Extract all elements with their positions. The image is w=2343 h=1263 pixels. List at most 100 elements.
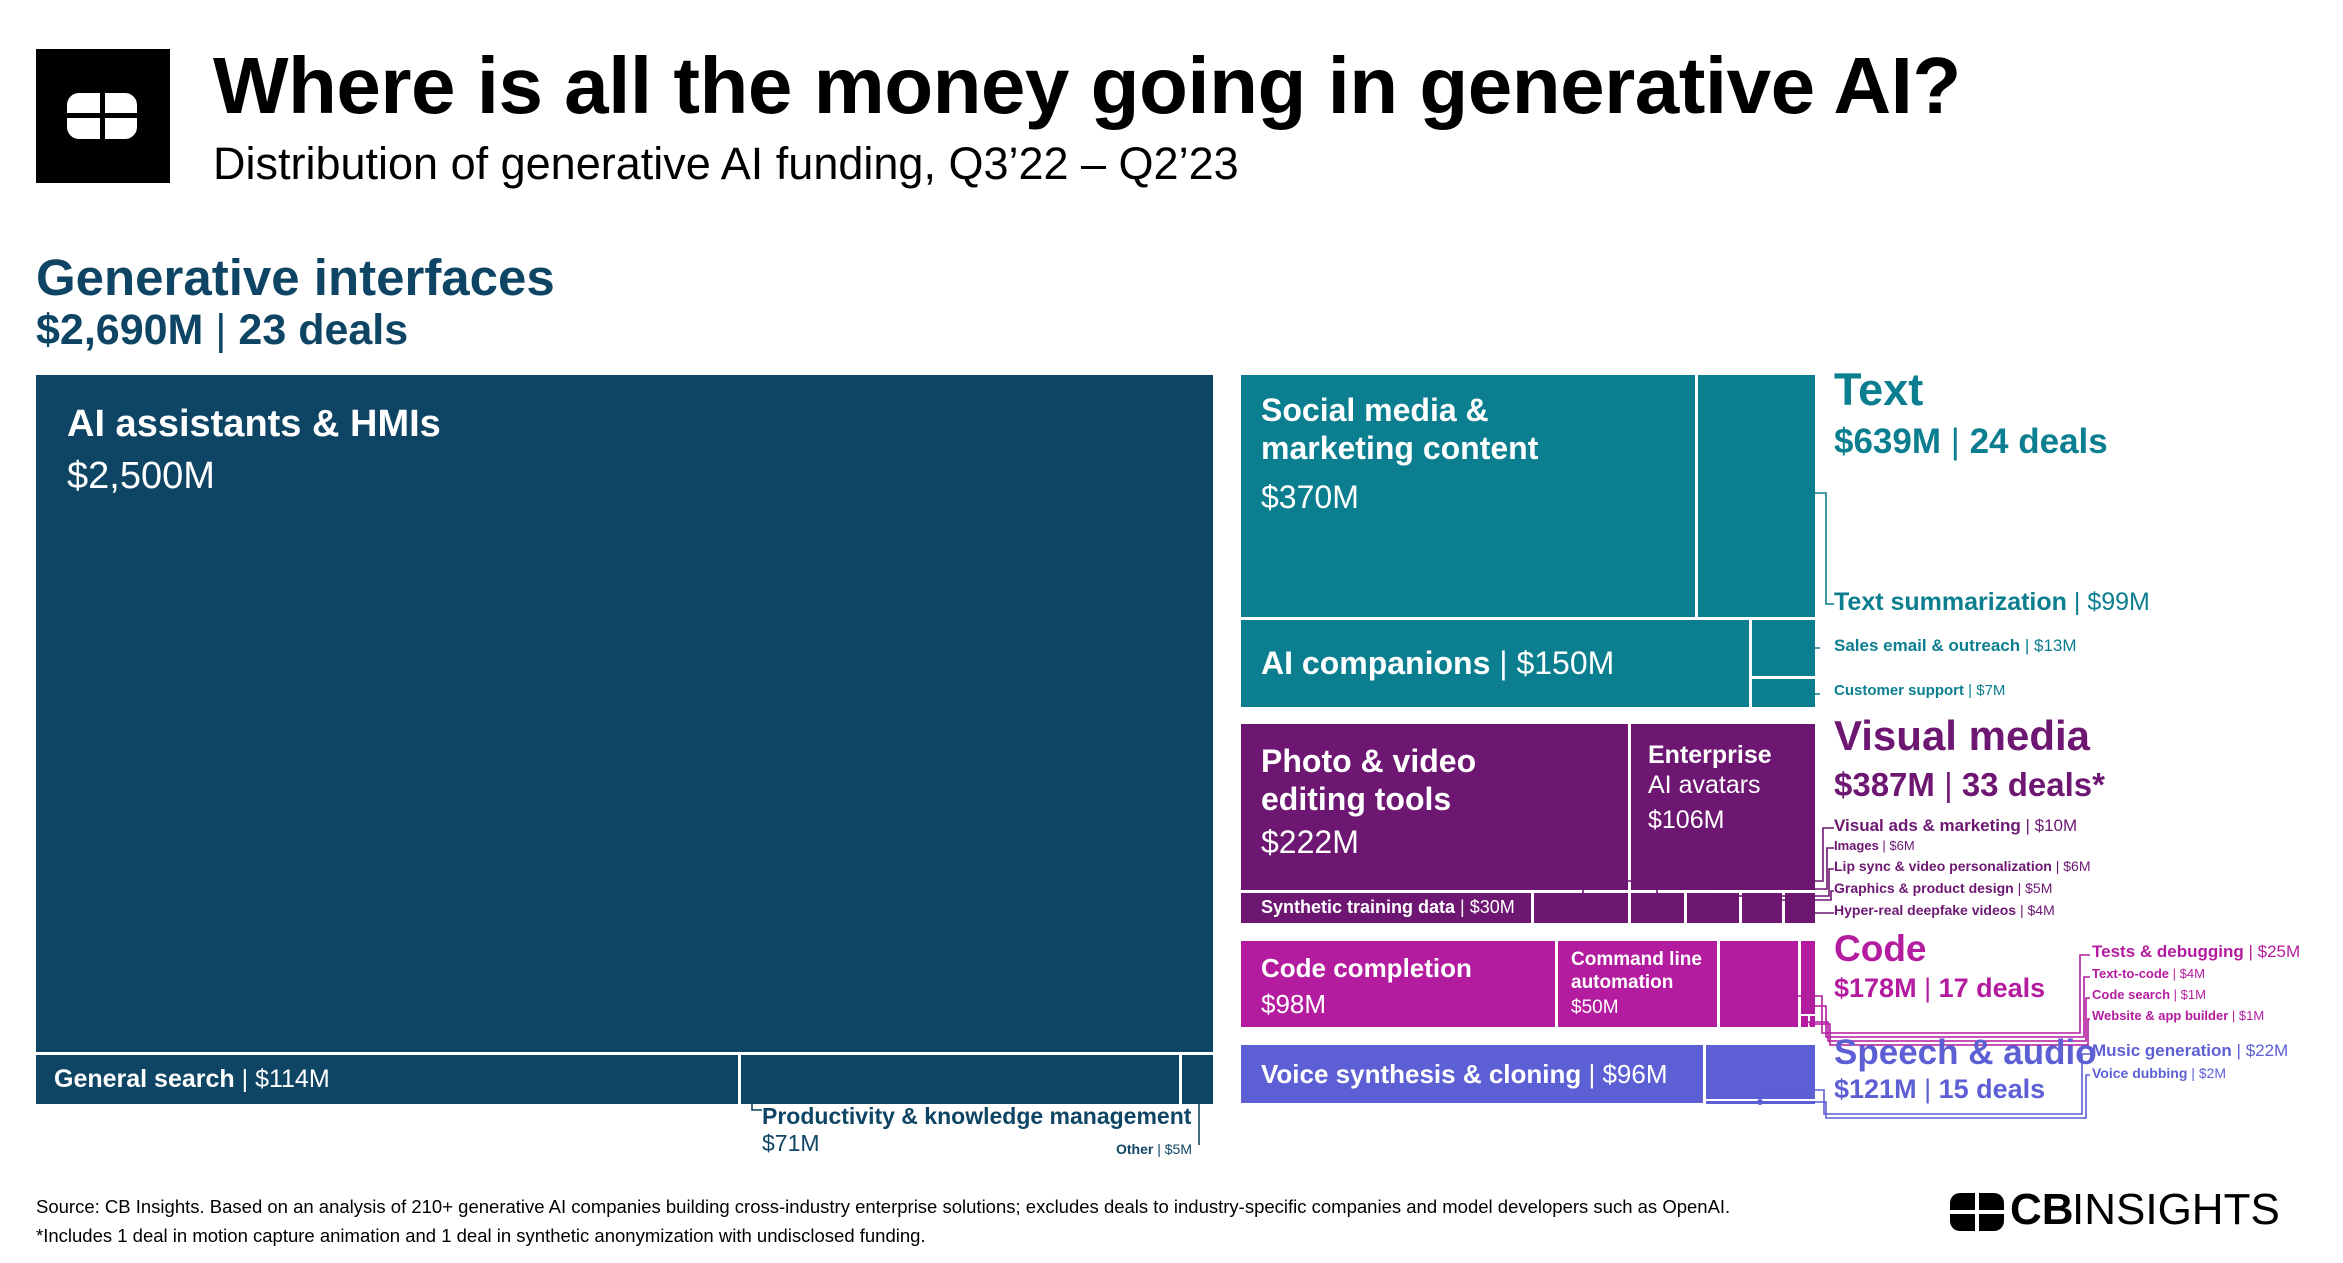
label-value: $4M xyxy=(2027,902,2055,918)
separator: | xyxy=(215,306,239,354)
cell-value: $2,500M xyxy=(67,455,215,497)
label-value: $22M xyxy=(2245,1041,2289,1060)
group-deals: 23 deals xyxy=(238,306,409,354)
label-text: Other xyxy=(1116,1141,1154,1157)
separator: | xyxy=(1878,838,1890,853)
label-value: $6M xyxy=(1889,838,1915,853)
cell-code-completion: Code completion $98M xyxy=(1241,941,1555,1027)
label-text-summarization: Text summarization | $99M xyxy=(1834,588,2150,617)
separator: | xyxy=(2020,816,2035,835)
label-text-to-code: Text-to-code | $4M xyxy=(2092,966,2205,981)
cell-label-line2: marketing content xyxy=(1261,430,1539,467)
cell-social-media: Social media & marketing content $370M xyxy=(1241,375,1695,617)
cell-value: $106M xyxy=(1648,806,1725,834)
label-text: Productivity & knowledge management xyxy=(762,1103,1192,1129)
group-visual-media-name: Visual media xyxy=(1834,712,2091,759)
cell-voice-synthesis: Voice synthesis & cloning | $96M xyxy=(1241,1045,1703,1103)
cell-value: $96M xyxy=(1602,1059,1668,1089)
separator: | xyxy=(1934,766,1962,803)
cell-label-line1: Photo & video xyxy=(1261,743,1477,779)
page-subtitle: Distribution of generative AI funding, Q… xyxy=(213,138,1239,189)
separator: | xyxy=(2020,636,2035,655)
label-text: Voice dubbing xyxy=(2092,1065,2188,1081)
separator: | xyxy=(2169,966,2180,981)
group-speech-audio-stats: $121M | 15 deals xyxy=(1834,1074,2045,1105)
group-deals: 24 deals xyxy=(1969,422,2108,461)
group-code-stats: $178M | 17 deals xyxy=(1834,973,2045,1004)
cb-brand-icon xyxy=(1950,1193,2004,1231)
separator: | xyxy=(1153,1141,1165,1157)
cell-code-search xyxy=(1801,1016,1808,1027)
label-text: Hyper-real deepfake videos xyxy=(1834,902,2017,918)
separator: | xyxy=(1490,645,1517,681)
cell-lip-sync xyxy=(1687,893,1739,923)
separator: | xyxy=(2243,942,2258,961)
separator: | xyxy=(2170,987,2181,1002)
cell-label: Enterprise AI avatars xyxy=(1648,740,1772,800)
separator: | xyxy=(2051,858,2064,874)
cell-tests-debugging xyxy=(1720,941,1798,1027)
label-text: Images xyxy=(1834,838,1879,853)
label-value: $1M xyxy=(2180,987,2206,1002)
group-speech-audio-name: Speech & audio xyxy=(1834,1033,2097,1072)
cell-label-text: Synthetic training data xyxy=(1261,897,1456,917)
brand-bold: CB xyxy=(2010,1185,2074,1234)
cell-label: Synthetic training data | $30M xyxy=(1261,897,1515,919)
cell-ai-companions: AI companions | $150M xyxy=(1241,620,1749,707)
cell-value: $370M xyxy=(1261,479,1359,515)
label-customer-support: Customer support | $7M xyxy=(1834,682,2005,699)
label-text: Customer support xyxy=(1834,682,1965,699)
cell-productivity xyxy=(741,1055,1179,1104)
cell-label: AI companions | $150M xyxy=(1261,644,1614,682)
label-text: Tests & debugging xyxy=(2092,942,2244,961)
separator: | xyxy=(2228,1008,2239,1023)
cell-customer-support xyxy=(1752,679,1815,707)
label-value: $25M xyxy=(2257,942,2301,961)
cell-gi-other xyxy=(1182,1055,1213,1104)
label-value: $7M xyxy=(1976,682,2006,699)
cell-sales-email xyxy=(1752,620,1815,676)
label-value: $5M xyxy=(2025,880,2053,896)
label-text: Graphics & product design xyxy=(1834,880,2014,896)
cell-website-builder xyxy=(1810,1016,1815,1027)
group-text-name: Text xyxy=(1834,364,1924,415)
label-images: Images | $6M xyxy=(1834,838,1915,853)
label-website-builder: Website & app builder | $1M xyxy=(2092,1008,2264,1023)
label-value: $13M xyxy=(2034,636,2077,655)
group-text-stats: $639M | 24 deals xyxy=(1834,422,2108,462)
source-note: Source: CB Insights. Based on an analysi… xyxy=(36,1196,1731,1217)
label-text: Website & app builder xyxy=(2092,1008,2229,1023)
label-value: $2M xyxy=(2198,1065,2227,1081)
group-value: $178M xyxy=(1834,973,1917,1003)
cell-label-line2: editing tools xyxy=(1261,781,1452,818)
cell-enterprise-avatars: Enterprise AI avatars $106M xyxy=(1631,724,1815,890)
cell-voice-dubbing xyxy=(1706,1101,1815,1104)
cell-label: Social media & marketing content xyxy=(1261,391,1538,468)
label-voice-dubbing: Voice dubbing | $2M xyxy=(2092,1065,2226,1081)
label-code-search: Code search | $1M xyxy=(2092,987,2206,1002)
page-title: Where is all the money going in generati… xyxy=(213,41,1961,130)
cell-images xyxy=(1631,893,1684,923)
label-text: Sales email & outreach xyxy=(1834,636,2021,655)
cell-label-line1: Social media & xyxy=(1261,392,1489,428)
label-visual-ads: Visual ads & marketing | $10M xyxy=(1834,816,2077,836)
group-deals: 15 deals xyxy=(1938,1074,2046,1104)
label-value: $71M xyxy=(762,1130,820,1156)
cell-value: $50M xyxy=(1571,997,1619,1018)
label-value: $10M xyxy=(2034,816,2078,835)
label-text: Text-to-code xyxy=(2092,966,2170,981)
footnote: *Includes 1 deal in motion capture anima… xyxy=(36,1225,926,1246)
cb-logo xyxy=(36,49,170,183)
separator: | xyxy=(1964,682,1977,699)
label-value: $99M xyxy=(2087,588,2150,616)
cell-synthetic-training: Synthetic training data | $30M xyxy=(1241,893,1531,923)
cell-music-generation xyxy=(1706,1045,1815,1099)
cell-value: $30M xyxy=(1469,897,1515,917)
cell-label: Command line automation xyxy=(1571,949,1702,995)
group-value: $121M xyxy=(1834,1074,1917,1104)
label-gi-other: Other | $5M xyxy=(1116,1141,1192,1157)
label-value: $1M xyxy=(2238,1008,2265,1023)
label-graphics: Graphics & product design | $5M xyxy=(1834,880,2052,896)
cell-ai-assistants: AI assistants & HMIs $2,500M xyxy=(36,375,1213,1052)
cell-label-text: AI companions xyxy=(1261,645,1491,681)
